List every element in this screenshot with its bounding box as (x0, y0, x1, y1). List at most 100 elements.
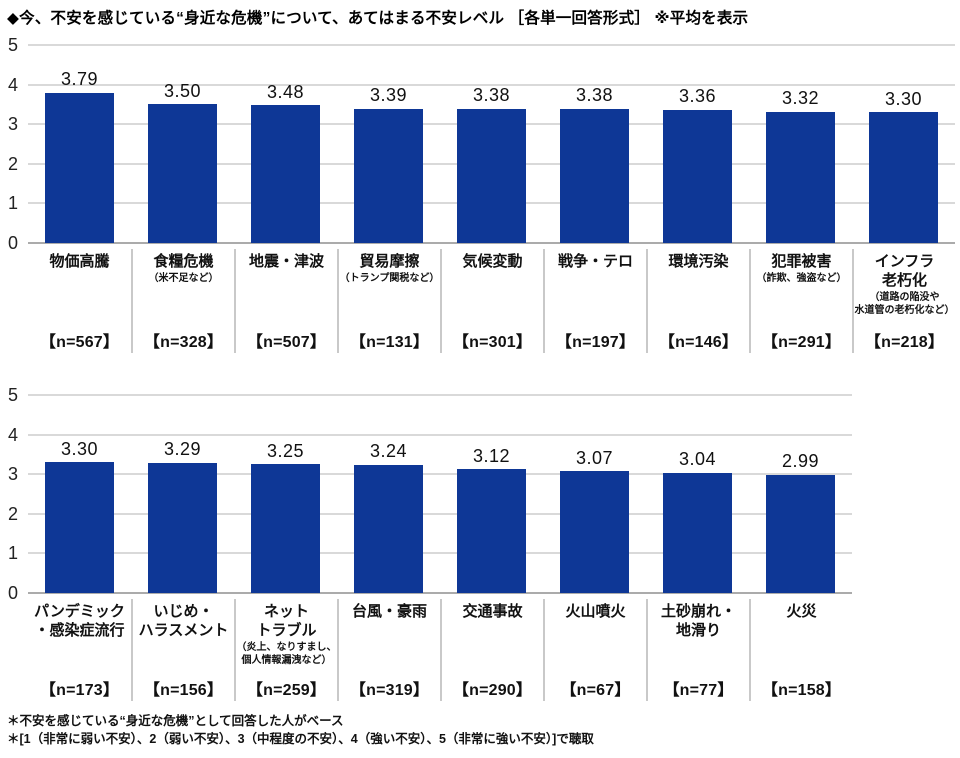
bar-slot: 3.36 (646, 45, 749, 243)
zero-axis-line (28, 242, 955, 244)
bar (354, 464, 423, 593)
bar-value-label: 3.50 (163, 80, 202, 101)
footnotes: ＊不安を感じている“身近な危機”として回答した人がベース ＊[1（非常に弱い不安… (7, 712, 953, 748)
category-label: 火災 (786, 603, 817, 620)
y-tick-label: 2 (7, 153, 18, 174)
bar (869, 112, 938, 243)
bar-slot: 3.38 (440, 45, 543, 243)
category-cell: 戦争・テロ 【n=197】 (543, 249, 646, 353)
sample-size-label: 【n=290】 (452, 682, 533, 699)
plot-area: 3.30 3.29 3.25 3.24 3.12 3.07 3.04 2.99 (28, 394, 852, 594)
sample-size-label: 【n=131】 (349, 334, 430, 351)
category-label: インフラ 老朽化 (874, 253, 935, 290)
bar-slot: 3.32 (749, 45, 852, 243)
y-tick-label: 3 (7, 114, 18, 135)
bar (457, 109, 526, 243)
footnote-line-2: ＊[1（非常に弱い不安）、2（弱い不安）、3（中程度の不安）、4（強い不安）、5… (7, 732, 594, 747)
category-cell: 地震・津波 【n=507】 (234, 249, 337, 353)
category-note: （トランプ関税など） (339, 273, 440, 285)
sample-size-label: 【n=259】 (246, 682, 327, 699)
sample-size-label: 【n=197】 (555, 334, 636, 351)
bar-value-label: 3.07 (575, 447, 614, 468)
category-label: 地震・津波 (248, 253, 324, 270)
category-label: 環境汚染 (668, 253, 729, 270)
bar-slot: 3.48 (234, 45, 337, 243)
bar-slot: 3.38 (543, 45, 646, 243)
bar-value-label: 3.29 (163, 439, 202, 460)
bar-slot: 3.07 (543, 395, 646, 593)
bar-value-label: 3.36 (678, 86, 717, 107)
category-row: 物価高騰 【n=567】 食糧危機 （米不足など） 【n=328】 地震・津波 【n=507… (28, 249, 955, 353)
bar (45, 92, 114, 243)
bar (457, 469, 526, 593)
category-cell: 環境汚染【n=146】 (646, 249, 749, 353)
y-tick-label: 5 (7, 35, 18, 55)
category-label: 犯罪被害 (771, 253, 832, 270)
bar-value-label: 3.38 (575, 85, 614, 106)
y-tick-label: 4 (7, 424, 18, 445)
sample-size-label: 【n=77】 (663, 682, 734, 699)
category-note: （道路の陥没や 水道管の老朽化など） (854, 292, 955, 317)
category-cell: 気候変動【n=301】 (440, 249, 543, 353)
category-cell: 火山噴火【n=67】 (543, 599, 646, 701)
bar-slot: 3.30 (28, 395, 131, 593)
sample-size-label: 【n=328】 (143, 334, 224, 351)
bar (148, 104, 217, 243)
gridline (28, 394, 852, 396)
y-tick-label: 5 (7, 385, 18, 405)
category-cell: いじめ・ ハラスメント【n=156】 (131, 599, 234, 701)
y-axis: 5 4 3 2 1 0 (0, 386, 20, 602)
zero-axis-line (28, 592, 852, 594)
category-cell: 土砂崩れ・ 地滑り【n=77】 (646, 599, 749, 701)
category-row: パンデミック ・感染症流行 【n=173】 いじめ・ ハラスメント 【n=156】 ネッ… (28, 599, 852, 701)
bar-value-label: 3.32 (781, 87, 820, 108)
category-cell: 台風・豪雨 【n=319】 (337, 599, 440, 701)
y-tick-label: 1 (7, 543, 18, 564)
sample-size-label: 【n=567】 (39, 334, 120, 351)
bar-slot: 2.99 (749, 395, 852, 593)
bar-slot: 3.04 (646, 395, 749, 593)
sample-size-label: 【n=301】 (452, 334, 533, 351)
category-cell: インフラ 老朽化 （道路の陥没や 水道管の老朽化など） 【n=218】 (852, 249, 955, 353)
bar-slot: 3.30 (852, 45, 955, 243)
bar (663, 109, 732, 243)
bar-value-label: 3.30 (60, 438, 99, 459)
sample-size-label: 【n=173】 (39, 682, 120, 699)
bar (148, 462, 217, 593)
y-tick-label: 1 (7, 193, 18, 214)
category-label: 土砂崩れ・ 地滑り (660, 603, 736, 640)
bar (251, 105, 320, 243)
bar-slot: 3.12 (440, 395, 543, 593)
gridline (28, 512, 852, 515)
sample-size-label: 【n=156】 (143, 682, 224, 699)
category-cell: 物価高騰 【n=567】 (28, 249, 131, 353)
bar-slot: 3.79 (28, 45, 131, 243)
page-title: ◆今、不安を感じている“身近な危機”について、あてはまる不安レベル ［各単一回答… (7, 10, 749, 27)
sample-size-label: 【n=146】 (658, 334, 739, 351)
y-tick-label: 2 (7, 503, 18, 524)
bar-slot: 3.24 (337, 395, 440, 593)
bar (354, 108, 423, 243)
bar (663, 472, 732, 593)
sample-size-label: 【n=291】 (761, 334, 842, 351)
y-tick-label: 0 (7, 233, 18, 253)
bar-value-label: 3.04 (678, 448, 717, 469)
sample-size-label: 【n=158】 (761, 682, 842, 699)
sample-size-label: 【n=67】 (560, 682, 631, 699)
category-label: パンデミック ・感染症流行 (34, 603, 125, 640)
bar-value-label: 3.39 (369, 85, 408, 106)
bar (45, 462, 114, 593)
bar-slot: 3.29 (131, 395, 234, 593)
category-label: 火山噴火 (565, 603, 626, 620)
sample-size-label: 【n=218】 (864, 334, 945, 351)
gridline (28, 83, 955, 86)
bar-slot: 3.25 (234, 395, 337, 593)
category-label: 気候変動 (462, 253, 523, 270)
category-cell: 貿易摩擦 （トランプ関税など） 【n=131】 (337, 249, 440, 353)
bar (766, 111, 835, 243)
category-label: 貿易摩擦 (359, 253, 420, 270)
category-label: いじめ・ ハラスメント (138, 603, 229, 640)
sample-size-label: 【n=319】 (349, 682, 430, 699)
bar-value-label: 3.30 (884, 88, 923, 109)
footnote-line-1: ＊不安を感じている“身近な危機”として回答した人がベース (7, 714, 344, 728)
